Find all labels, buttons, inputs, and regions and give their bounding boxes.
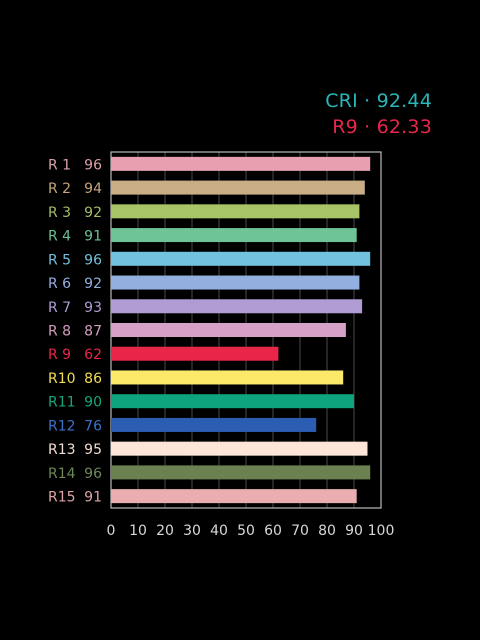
category-label: R 3 — [48, 205, 71, 221]
bar — [111, 370, 344, 385]
value-label: 93 — [84, 300, 102, 316]
value-label: 91 — [84, 490, 102, 506]
category-label: R 2 — [48, 181, 71, 197]
bar — [111, 299, 363, 314]
bar — [111, 441, 368, 456]
category-label: R15 — [48, 490, 76, 506]
bar — [111, 346, 279, 361]
x-tick-label: 70 — [291, 523, 309, 539]
category-label: R11 — [48, 395, 76, 411]
category-label: R 4 — [48, 229, 71, 245]
category-label: R 7 — [48, 300, 71, 316]
x-tick-label: 50 — [237, 523, 255, 539]
value-label: 96 — [84, 157, 102, 173]
bar — [111, 251, 371, 266]
bar — [111, 489, 357, 504]
x-tick-label: 80 — [318, 523, 336, 539]
category-label: R 1 — [48, 157, 71, 173]
value-label: 91 — [84, 229, 102, 245]
value-label: 62 — [84, 347, 102, 363]
bar — [111, 180, 365, 195]
x-tick-label: 20 — [156, 523, 174, 539]
value-label: 76 — [84, 418, 102, 434]
r9-value: R9 · 62.33 — [332, 116, 432, 138]
category-label: R13 — [48, 442, 76, 458]
value-label: 92 — [84, 205, 102, 221]
bar — [111, 275, 360, 290]
x-tick-label: 10 — [129, 523, 147, 539]
bar — [111, 323, 346, 337]
bar — [111, 156, 371, 171]
category-label: R12 — [48, 418, 76, 434]
category-label: R 6 — [48, 276, 71, 292]
cri-value: CRI · 92.44 — [325, 90, 432, 112]
bar — [111, 204, 360, 219]
value-label: 87 — [84, 324, 102, 340]
value-label: 92 — [84, 276, 102, 292]
value-label: 94 — [84, 181, 102, 197]
category-label: R 5 — [48, 252, 71, 268]
bar — [111, 228, 357, 243]
x-tick-label: 90 — [345, 523, 363, 539]
x-tick-label: 0 — [107, 523, 116, 539]
category-label: R14 — [48, 466, 76, 482]
bar — [111, 465, 371, 480]
category-label: R 8 — [48, 324, 71, 340]
summary-box: CRI · 92.44 R9 · 62.33 — [325, 88, 432, 140]
bar — [111, 394, 354, 409]
x-tick-label: 40 — [210, 523, 228, 539]
x-tick-label: 30 — [183, 523, 201, 539]
value-label: 90 — [84, 395, 102, 411]
x-tick-label: 100 — [368, 523, 395, 539]
bar — [111, 417, 317, 432]
value-label: 95 — [84, 442, 102, 458]
x-tick-label: 60 — [264, 523, 282, 539]
value-label: 96 — [84, 466, 102, 482]
category-label: R 9 — [48, 347, 71, 363]
category-label: R10 — [48, 371, 76, 387]
value-label: 96 — [84, 252, 102, 268]
value-label: 86 — [84, 371, 102, 387]
